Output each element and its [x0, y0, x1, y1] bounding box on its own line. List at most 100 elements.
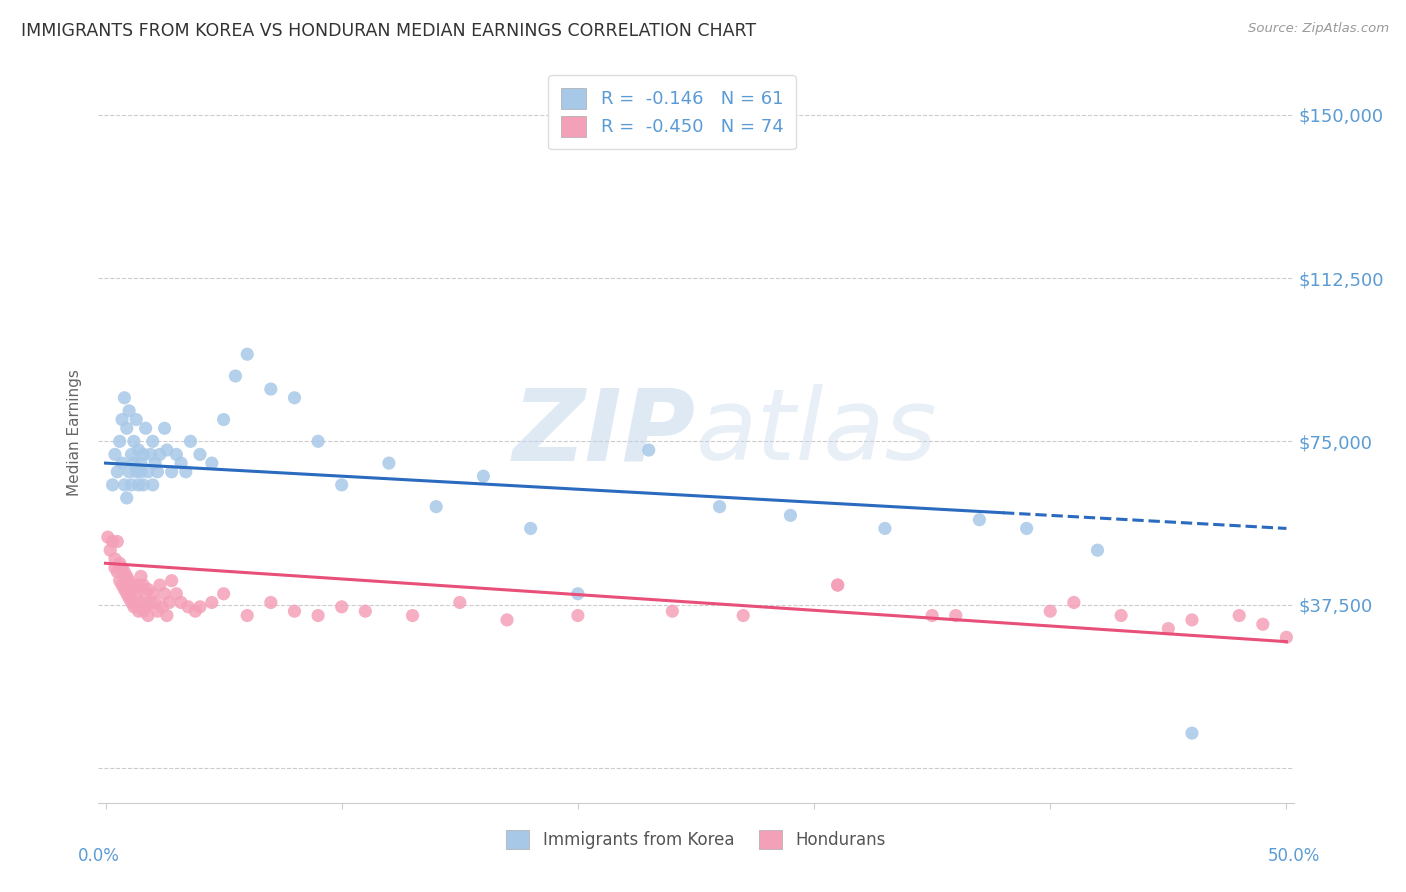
Point [1181, 726, 1204, 740]
Point [1181, 613, 1204, 627]
Point [177, 599, 200, 614]
Point [128, 478, 150, 492]
Point [1015, 521, 1038, 535]
Point [212, 587, 235, 601]
Point [129, 569, 152, 583]
Point [146, 604, 169, 618]
Point [101, 478, 124, 492]
Point [136, 608, 159, 623]
Point [143, 456, 166, 470]
Text: 0.0%: 0.0% [77, 847, 120, 865]
Text: IMMIGRANTS FROM KOREA VS HONDURAN MEDIAN EARNINGS CORRELATION CHART: IMMIGRANTS FROM KOREA VS HONDURAN MEDIAN… [21, 22, 756, 40]
Point [146, 465, 169, 479]
Point [108, 434, 131, 449]
Point [122, 599, 145, 614]
Point [129, 456, 152, 470]
Point [142, 587, 165, 601]
Point [1087, 543, 1109, 558]
Point [157, 595, 180, 609]
Point [153, 421, 176, 435]
Point [472, 469, 495, 483]
Point [283, 391, 305, 405]
Point [236, 608, 259, 623]
Point [165, 587, 187, 601]
Point [128, 578, 150, 592]
Point [188, 447, 211, 461]
Point [135, 599, 157, 614]
Point [118, 574, 141, 588]
Point [449, 595, 471, 609]
Point [98, 543, 121, 558]
Point [129, 595, 152, 609]
Point [378, 456, 401, 470]
Point [111, 412, 134, 426]
Point [132, 447, 155, 461]
Point [160, 574, 183, 588]
Point [139, 595, 162, 609]
Point [136, 465, 159, 479]
Point [118, 591, 141, 606]
Point [1227, 608, 1250, 623]
Point [1251, 617, 1274, 632]
Point [112, 582, 135, 597]
Point [97, 530, 120, 544]
Point [136, 582, 159, 597]
Point [128, 443, 150, 458]
Point [156, 608, 179, 623]
Point [112, 565, 135, 579]
Point [260, 595, 283, 609]
Point [1275, 630, 1298, 644]
Point [139, 447, 162, 461]
Point [354, 604, 377, 618]
Point [128, 604, 150, 618]
Point [143, 595, 166, 609]
Point [330, 599, 353, 614]
Point [105, 534, 128, 549]
Legend: Immigrants from Korea, Hondurans: Immigrants from Korea, Hondurans [494, 819, 898, 861]
Text: ZIP: ZIP [513, 384, 696, 481]
Point [122, 434, 145, 449]
Point [1109, 608, 1132, 623]
Point [330, 478, 353, 492]
Point [827, 578, 849, 592]
Point [125, 465, 148, 479]
Point [115, 569, 138, 583]
Point [132, 604, 155, 618]
Point [1063, 595, 1085, 609]
Point [125, 595, 148, 609]
Point [401, 608, 423, 623]
Point [153, 587, 176, 601]
Point [945, 608, 967, 623]
Point [105, 565, 128, 579]
Point [104, 447, 127, 461]
Point [709, 500, 731, 514]
Point [873, 521, 896, 535]
Point [733, 608, 755, 623]
Point [125, 412, 148, 426]
Point [212, 412, 235, 426]
Point [142, 434, 165, 449]
Point [174, 465, 197, 479]
Point [201, 456, 224, 470]
Text: 50.0%: 50.0% [1267, 847, 1320, 865]
Point [260, 382, 283, 396]
Point [132, 578, 155, 592]
Point [567, 587, 589, 601]
Point [307, 434, 329, 449]
Text: Source: ZipAtlas.com: Source: ZipAtlas.com [1249, 22, 1389, 36]
Point [118, 465, 141, 479]
Point [104, 560, 127, 574]
Point [170, 595, 193, 609]
Point [101, 534, 124, 549]
Point [105, 465, 128, 479]
Point [236, 347, 259, 361]
Point [150, 599, 173, 614]
Point [519, 521, 541, 535]
Point [108, 574, 131, 588]
Point [921, 608, 943, 623]
Point [156, 443, 179, 458]
Point [132, 478, 155, 492]
Point [1157, 622, 1180, 636]
Point [118, 404, 141, 418]
Point [567, 608, 589, 623]
